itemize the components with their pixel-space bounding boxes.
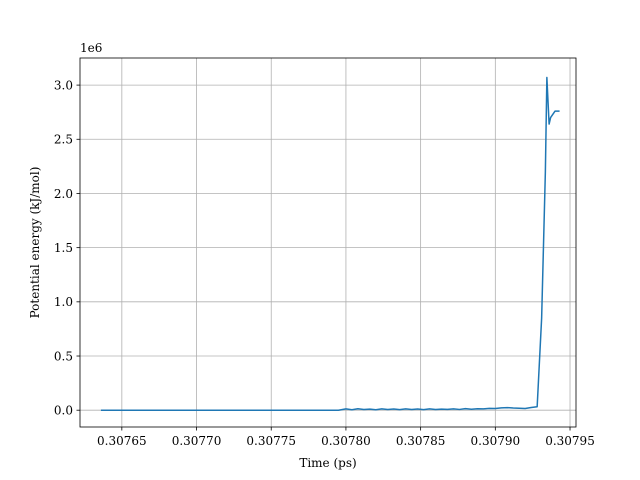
y-tick-label: 1.0 bbox=[54, 295, 73, 309]
x-tick-label: 0.30770 bbox=[172, 434, 222, 448]
x-axis-label: Time (ps) bbox=[299, 456, 356, 470]
y-axis-offset-label: 1e6 bbox=[80, 41, 102, 55]
y-tick-label: 2.5 bbox=[54, 133, 73, 147]
y-tick-label: 0.5 bbox=[54, 349, 73, 363]
x-tick-label: 0.30775 bbox=[246, 434, 296, 448]
x-tick-label: 0.30795 bbox=[545, 434, 595, 448]
grid-lines bbox=[80, 58, 576, 427]
series-line bbox=[100, 76, 560, 411]
y-axis-label: Potential energy (kJ/mol) bbox=[28, 167, 42, 319]
y-tick-label: 0.0 bbox=[54, 404, 73, 418]
y-tick-label: 1.5 bbox=[54, 241, 73, 255]
x-tick-label: 0.30780 bbox=[321, 434, 371, 448]
x-axis: 0.30765 0.30770 0.30775 0.30780 0.30785 0.307… bbox=[97, 427, 595, 448]
series-group bbox=[100, 76, 560, 411]
x-tick-label: 0.30765 bbox=[97, 434, 147, 448]
x-tick-label: 0.30790 bbox=[471, 434, 521, 448]
y-axis: 0.0 0.5 1.0 1.5 2.0 2.5 3.0 bbox=[54, 78, 80, 418]
x-tick-label: 0.30785 bbox=[396, 434, 446, 448]
plot-frame bbox=[79, 57, 577, 428]
y-tick-label: 2.0 bbox=[54, 187, 73, 201]
y-tick-label: 3.0 bbox=[54, 78, 73, 92]
